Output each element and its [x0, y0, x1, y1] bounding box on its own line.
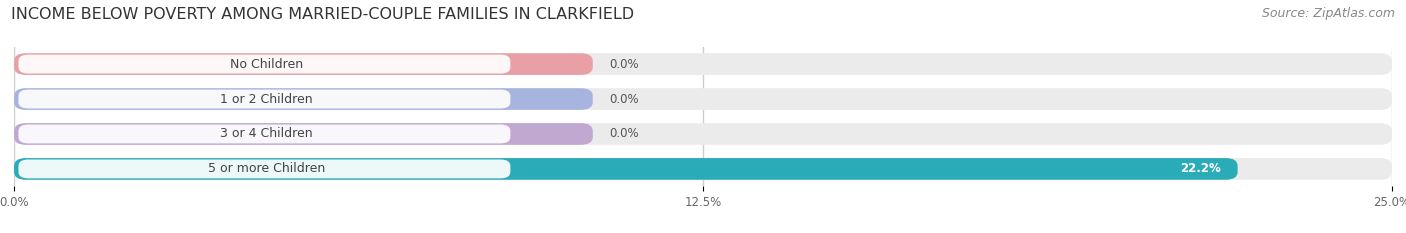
Text: 5 or more Children: 5 or more Children [208, 162, 325, 175]
Text: INCOME BELOW POVERTY AMONG MARRIED-COUPLE FAMILIES IN CLARKFIELD: INCOME BELOW POVERTY AMONG MARRIED-COUPL… [11, 7, 634, 22]
Text: Source: ZipAtlas.com: Source: ZipAtlas.com [1261, 7, 1395, 20]
FancyBboxPatch shape [14, 123, 1392, 145]
Text: 1 or 2 Children: 1 or 2 Children [221, 93, 314, 106]
FancyBboxPatch shape [18, 124, 510, 144]
FancyBboxPatch shape [14, 123, 593, 145]
Text: 22.2%: 22.2% [1180, 162, 1220, 175]
Text: 0.0%: 0.0% [609, 127, 638, 140]
Text: 3 or 4 Children: 3 or 4 Children [221, 127, 314, 140]
FancyBboxPatch shape [14, 158, 1392, 180]
FancyBboxPatch shape [14, 53, 1392, 75]
FancyBboxPatch shape [14, 88, 1392, 110]
Text: 0.0%: 0.0% [609, 58, 638, 71]
Text: 0.0%: 0.0% [609, 93, 638, 106]
FancyBboxPatch shape [18, 160, 510, 178]
FancyBboxPatch shape [14, 88, 593, 110]
FancyBboxPatch shape [18, 55, 510, 74]
FancyBboxPatch shape [14, 158, 1237, 180]
Text: No Children: No Children [231, 58, 304, 71]
FancyBboxPatch shape [14, 53, 593, 75]
FancyBboxPatch shape [18, 90, 510, 109]
